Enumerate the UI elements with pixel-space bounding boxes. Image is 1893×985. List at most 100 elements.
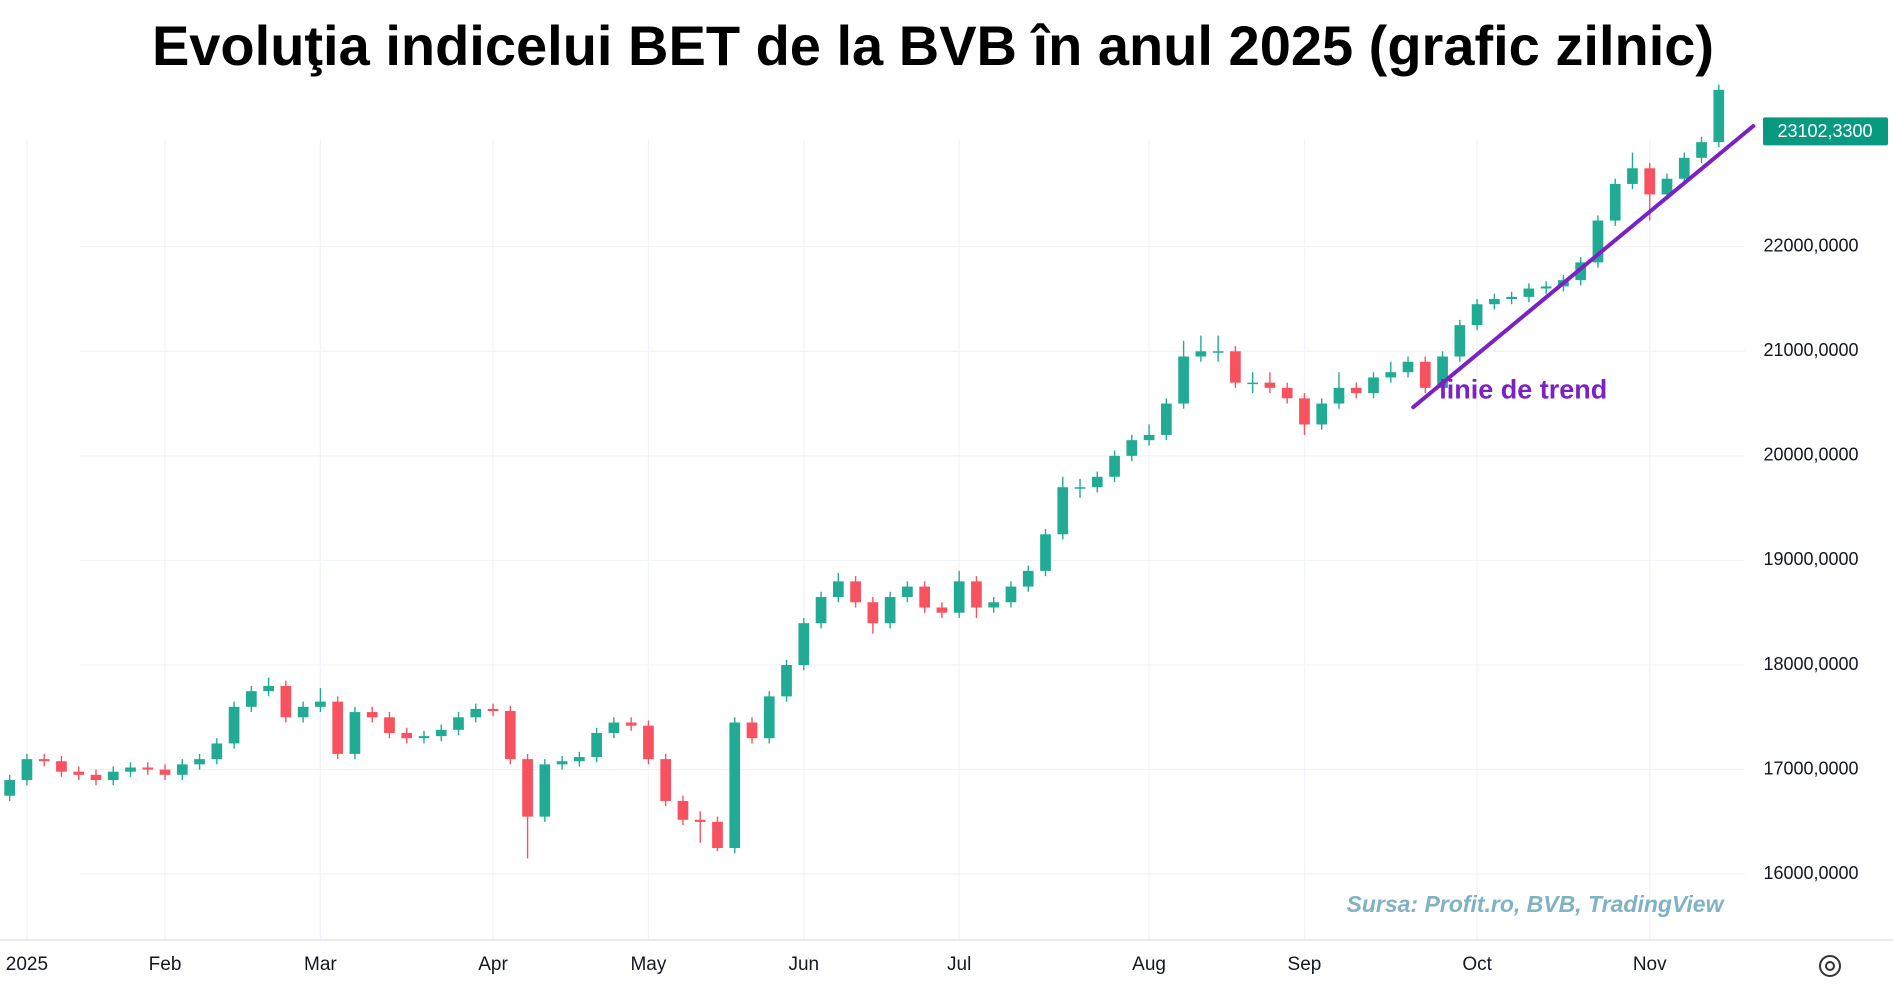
candle-body (1540, 286, 1552, 289)
candle-body (1091, 476, 1103, 488)
candle-body (884, 597, 896, 624)
y-tick-label: 17000,0000 (1763, 758, 1858, 778)
candle-body (228, 706, 240, 744)
candle-body (1419, 361, 1431, 388)
candle-body (953, 581, 965, 613)
candle-body (539, 764, 551, 817)
candle-body (107, 771, 119, 781)
candle-body (1005, 586, 1017, 603)
candle-body (1212, 351, 1224, 353)
candle-body (1057, 487, 1069, 535)
candle-body (194, 759, 205, 765)
trend-line (1411, 124, 1756, 410)
candle-body (1368, 377, 1379, 394)
candle-body (21, 759, 33, 781)
y-tick-label: 16000,0000 (1763, 863, 1858, 883)
x-tick-label: May (630, 954, 666, 975)
candle-body (90, 774, 102, 781)
candle-body (349, 712, 361, 754)
x-tick-label: Aug (1132, 954, 1166, 975)
candle-body (1696, 142, 1707, 158)
x-tick-label: Feb (149, 954, 182, 975)
last-price-label: 23102,3300 (1777, 121, 1872, 141)
candle-body (4, 780, 16, 796)
candle-body (694, 819, 706, 822)
x-tick-label: 2025 (6, 954, 48, 975)
candle-body (1160, 403, 1172, 435)
candle-body (1592, 220, 1604, 263)
candle-body (435, 729, 447, 737)
candle-body (798, 623, 810, 666)
candle-body (1627, 168, 1638, 184)
x-tick-label: Nov (1633, 954, 1667, 975)
source-note: Sursa: Profit.ro, BVB, TradingView (1346, 891, 1725, 917)
candle-body (1022, 570, 1034, 587)
candle-body (1454, 325, 1466, 357)
candle-body (1385, 372, 1397, 378)
candle-body (643, 725, 654, 760)
candle-body (1074, 487, 1086, 489)
x-tick-label: Mar (304, 954, 337, 975)
candle-body (1661, 178, 1673, 195)
candle-body (1506, 296, 1517, 299)
candle-body (988, 602, 1000, 608)
candle-body (1678, 157, 1690, 179)
candle-body (280, 685, 292, 718)
x-tick-label: Oct (1462, 954, 1492, 975)
x-tick-label: Sep (1288, 954, 1322, 975)
candle-body (712, 821, 723, 849)
candle-body (401, 732, 413, 739)
y-tick-label: 22000,0000 (1763, 235, 1858, 255)
y-tick-label: 21000,0000 (1763, 340, 1858, 360)
candle-body (246, 691, 257, 707)
candle-body (1143, 434, 1155, 441)
candle-body (1471, 304, 1483, 326)
candle-body (418, 736, 430, 739)
candle-body (608, 722, 620, 733)
candle-body (1247, 382, 1259, 385)
candle-body (1109, 455, 1120, 477)
candle-body (453, 717, 464, 730)
candle-body (1350, 387, 1362, 394)
candle-body (815, 597, 827, 624)
candle-body (971, 581, 982, 608)
candle-body (332, 701, 344, 754)
icon-ring (1819, 955, 1841, 977)
candle-body (591, 732, 602, 758)
candle-body (1316, 403, 1328, 425)
candle-body (574, 757, 585, 762)
candle-body (556, 761, 568, 765)
chart-title: Evoluţia indicelui BET de la BVB în anul… (152, 14, 1714, 77)
candle-body (1264, 382, 1276, 388)
candle-body (56, 761, 67, 772)
candle-body (1126, 440, 1138, 456)
y-tick-label: 18000,0000 (1763, 654, 1858, 674)
candle-body (1333, 387, 1345, 404)
candle-body (1523, 288, 1535, 297)
x-tick-label: Apr (478, 954, 508, 975)
candle-body (763, 696, 775, 739)
candle-body (176, 764, 188, 775)
candle-body (522, 759, 533, 817)
candle-body (677, 800, 689, 820)
y-tick-label: 20000,0000 (1763, 445, 1858, 465)
trend-line-label: linie de trend (1439, 374, 1607, 404)
candle-body (38, 759, 50, 762)
candle-body (1281, 387, 1293, 399)
candle-body (625, 722, 637, 726)
candle-body (384, 717, 395, 733)
candle-body (125, 767, 136, 772)
candle-body (263, 685, 274, 692)
candle-body (919, 586, 931, 608)
x-tick-label: Jul (947, 954, 971, 975)
x-tick-label: Jun (788, 954, 819, 975)
candle-body (159, 769, 171, 775)
candle-body (1195, 351, 1207, 357)
candle-body (487, 708, 499, 712)
candle-body (470, 708, 482, 718)
candle-body (1178, 356, 1189, 404)
settings-icon[interactable] (1819, 955, 1841, 977)
icon-center (1825, 961, 1835, 971)
candle-body (1299, 398, 1310, 425)
